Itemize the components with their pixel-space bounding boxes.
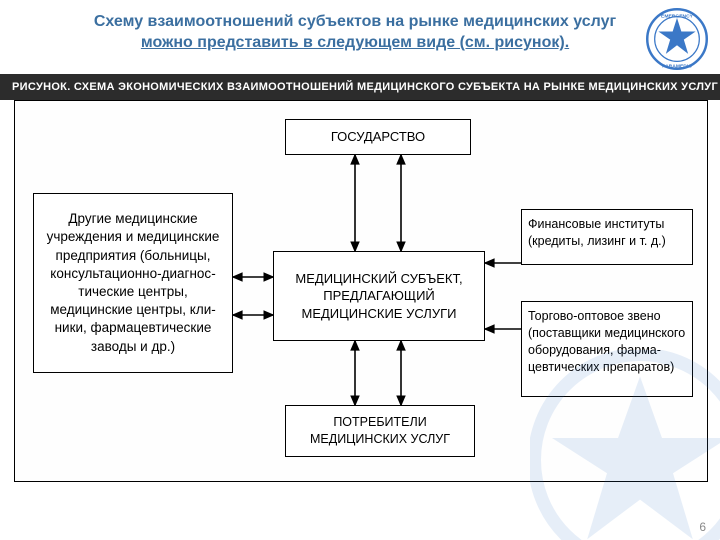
title-line1: Схему взаимоотношений субъектов на рынке…: [94, 13, 616, 30]
svg-text:EMERGENCY: EMERGENCY: [661, 13, 694, 19]
node-cons: ПОТРЕБИТЕЛИ МЕДИЦИНСКИХ УСЛУГ: [285, 405, 475, 457]
slide-title: Схему взаимоотношений субъектов на рынке…: [60, 12, 650, 54]
figure-caption-bar: РИСУНОК. СХЕМА ЭКОНОМИЧЕСКИХ ВЗАИМООТНОШ…: [0, 74, 720, 100]
figure-caption: РИСУНОК. СХЕМА ЭКОНОМИЧЕСКИХ ВЗАИМООТНОШ…: [12, 81, 718, 93]
node-other: Другие медицинские учреждения и медицинс…: [33, 193, 233, 373]
svg-text:PARAMEDIC: PARAMEDIC: [662, 64, 692, 70]
page-number: 6: [699, 520, 706, 534]
node-gov: ГОСУДАРСТВО: [285, 119, 471, 155]
paramedic-logo-icon: EMERGENCY PARAMEDIC: [646, 8, 708, 70]
node-center: МЕДИЦИНСКИЙ СУБЪЕКТ, ПРЕДЛАГАЮЩИЙ МЕДИЦИ…: [273, 251, 485, 341]
watermark-icon: [530, 350, 720, 540]
title-line2: можно представить в следующем виде (см. …: [141, 34, 569, 51]
slide: Схему взаимоотношений субъектов на рынке…: [0, 0, 720, 540]
node-fin: Финансовые институты (кредиты, лизинг и …: [521, 209, 693, 265]
